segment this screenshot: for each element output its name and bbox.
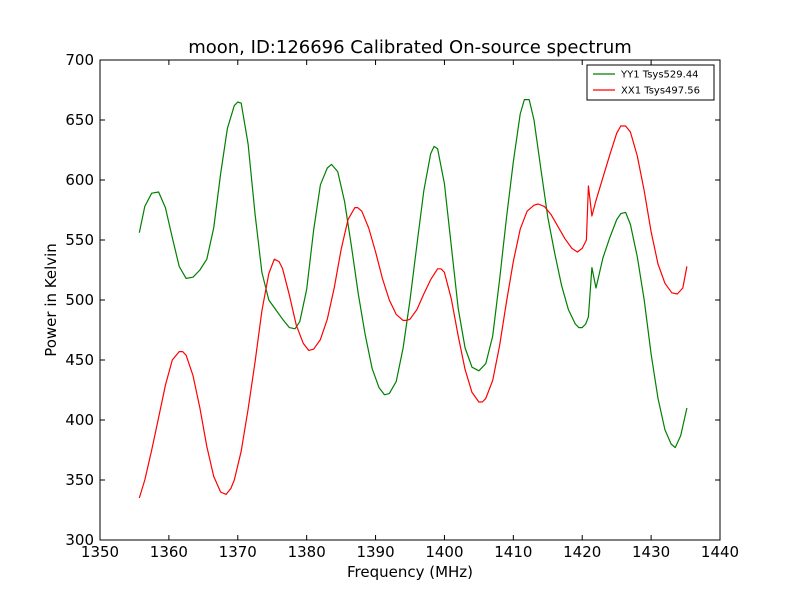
x-tick-label: 1410 [494, 543, 532, 561]
x-tick-label: 1370 [219, 543, 257, 561]
x-tick-label: 1360 [150, 543, 188, 561]
y-tick-label: 600 [65, 171, 94, 189]
x-tick-label: 1440 [701, 543, 739, 561]
legend-label: XX1 Tsys497.56 [621, 86, 700, 97]
x-tick-label: 1400 [425, 543, 463, 561]
legend-label: YY1 Tsys529.44 [620, 70, 699, 81]
x-tick-label: 1420 [563, 543, 601, 561]
y-tick-label: 500 [65, 291, 94, 309]
x-tick-label: 1430 [632, 543, 670, 561]
y-axis-title: Power in Kelvin [42, 243, 60, 357]
y-tick-label: 400 [65, 411, 94, 429]
plot-area [138, 99, 688, 499]
legend-box [586, 64, 715, 101]
y-tick-label: 700 [65, 51, 94, 69]
chart-title: moon, ID:126696 Calibrated On-source spe… [188, 37, 632, 58]
x-axis-title: Frequency (MHz) [347, 563, 473, 581]
y-tick-label: 650 [65, 111, 94, 129]
y-tick-label: 350 [65, 471, 94, 489]
y-tick-label: 550 [65, 231, 94, 249]
y-axis: 300 350 400 450 500 550 600 650 700 [65, 51, 720, 549]
plot-frame [99, 59, 721, 541]
x-tick-label: 1380 [288, 543, 326, 561]
x-tick-label: 1390 [356, 543, 394, 561]
series-line-xx1 [138, 125, 688, 499]
x-axis: 1350 1360 1370 1380 1390 1400 1410 1420 1430 1440 [81, 60, 739, 561]
y-tick-label: 300 [65, 531, 94, 549]
series-line-yy1 [138, 99, 688, 449]
legend: YY1 Tsys529.44 XX1 Tsys497.56 [586, 64, 715, 101]
y-tick-label: 450 [65, 351, 94, 369]
x-tick-label: 1350 [81, 543, 119, 561]
